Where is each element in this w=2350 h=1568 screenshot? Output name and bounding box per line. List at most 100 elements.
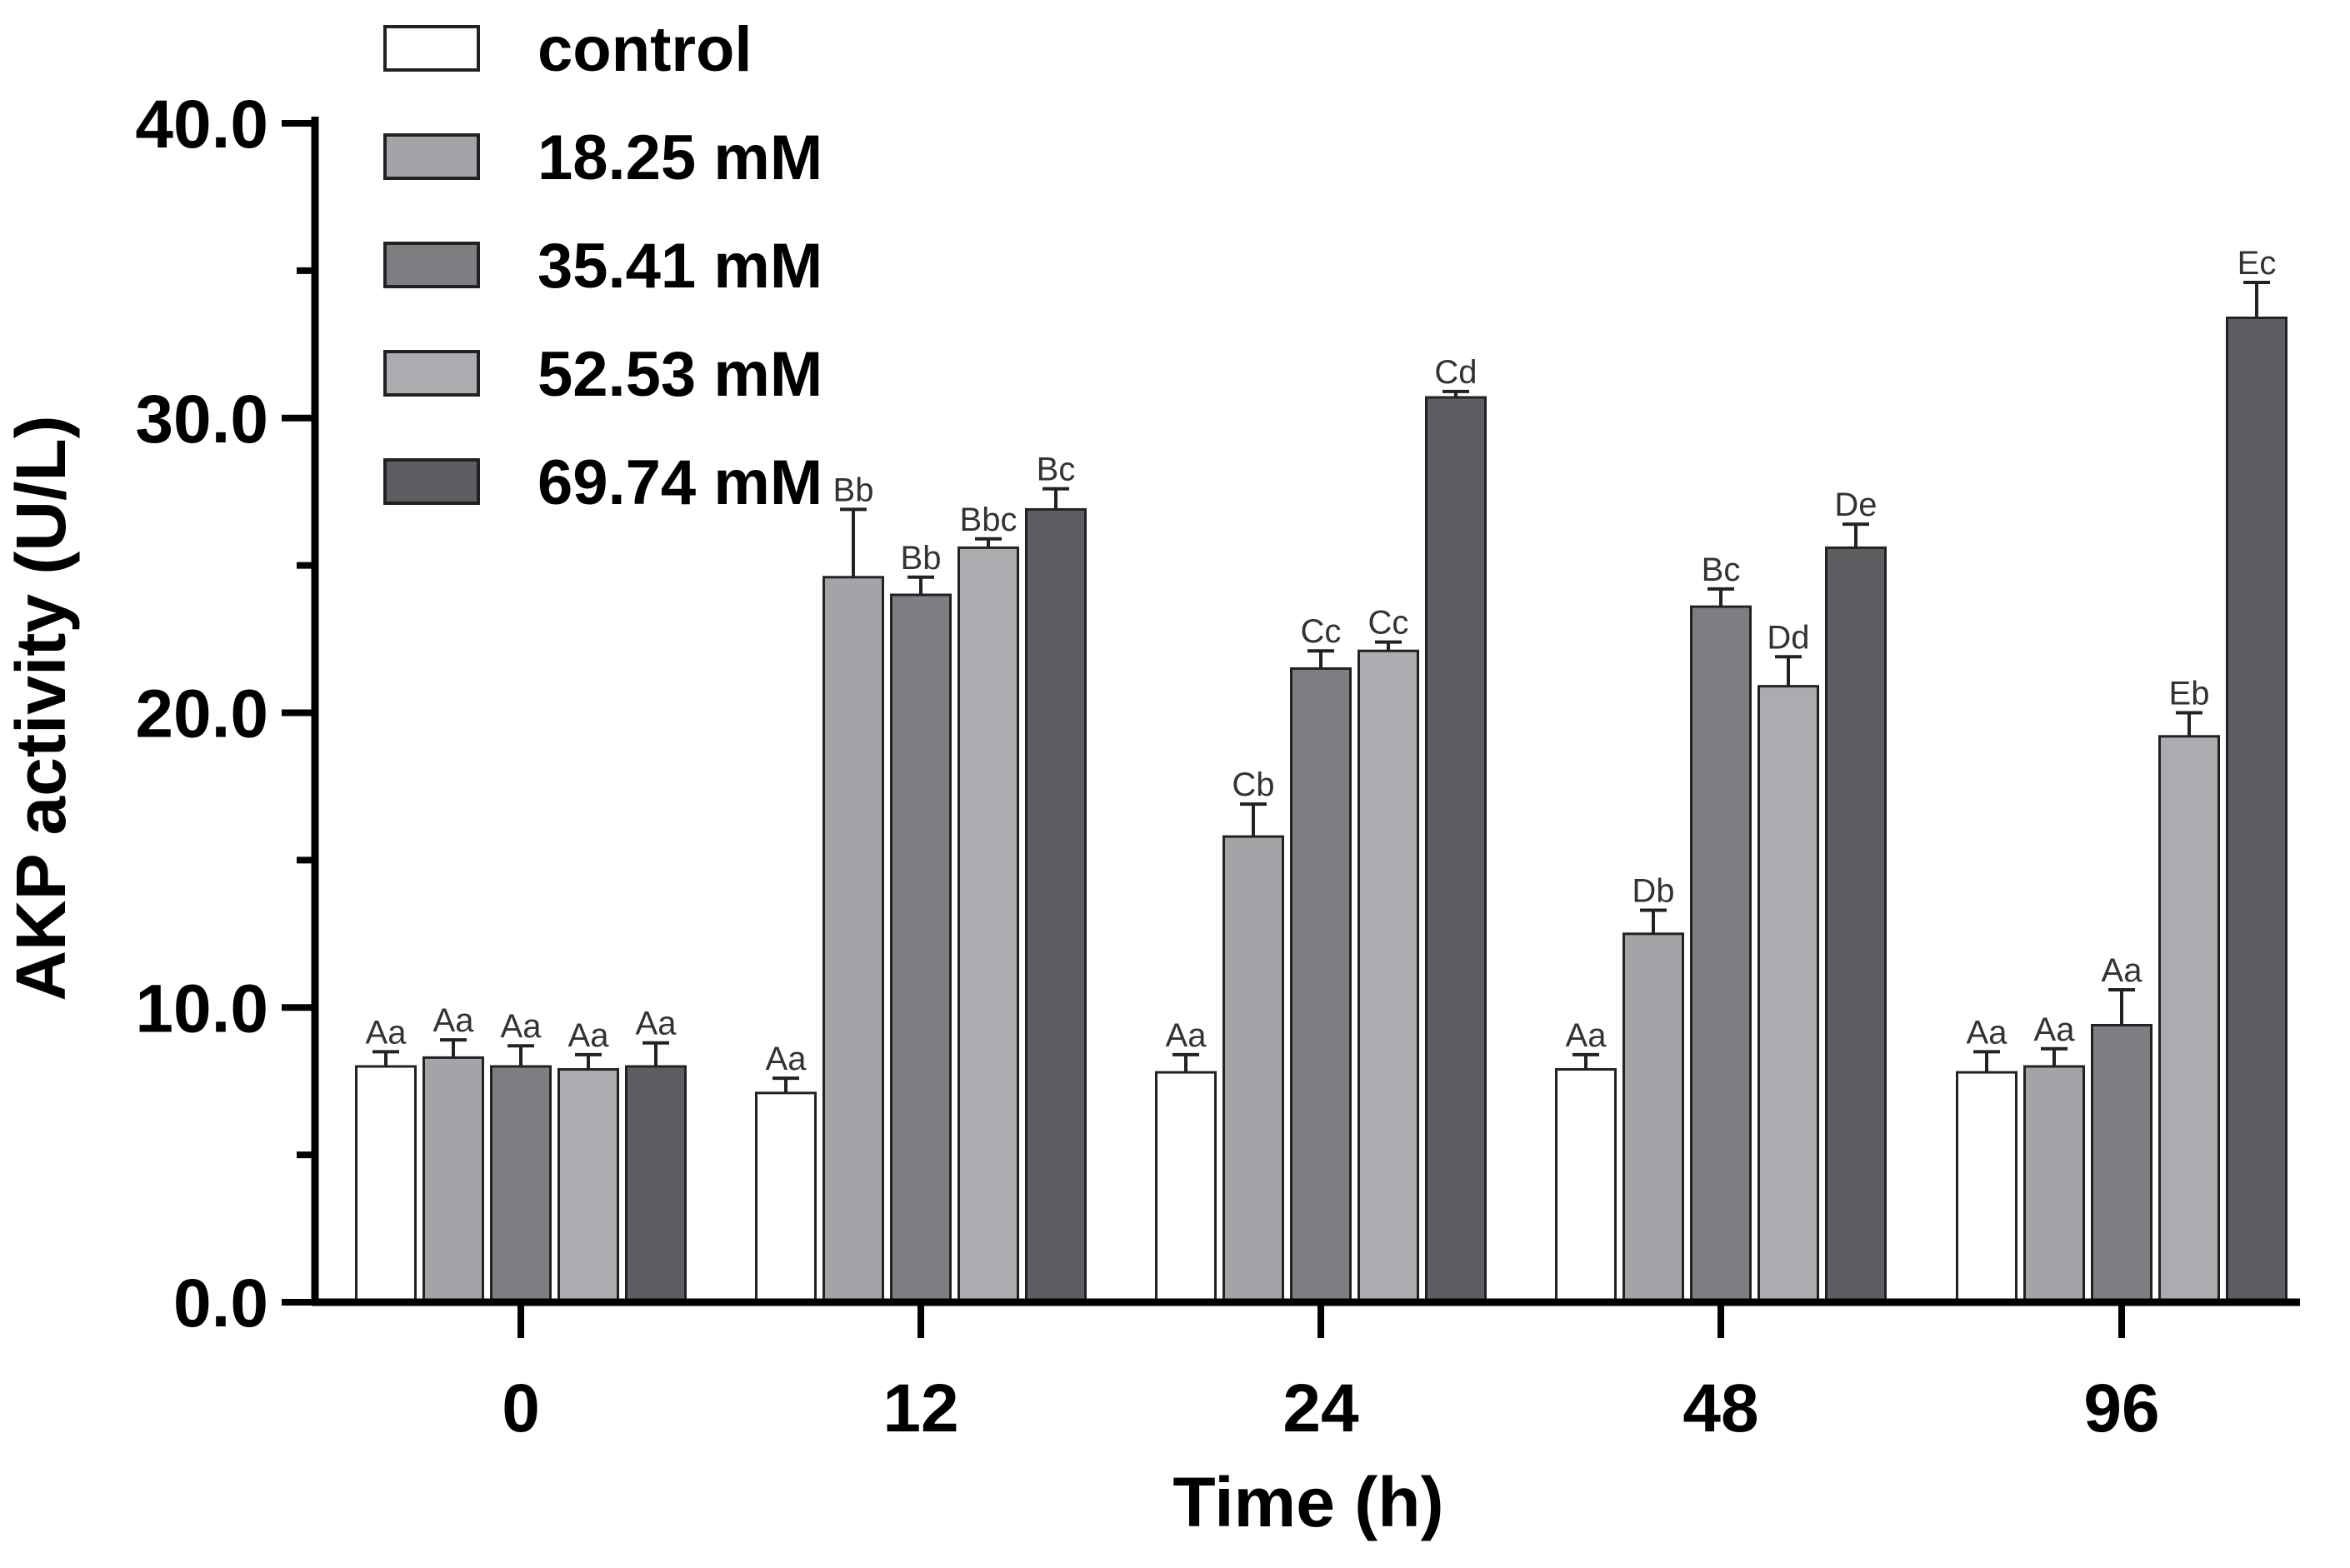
bar [1956, 1071, 2018, 1304]
x-tick-label: 48 [1682, 1371, 1758, 1446]
significance-label: Bc [1037, 452, 1076, 488]
significance-label: Cd [1434, 354, 1477, 391]
significance-label: Aa [2102, 952, 2143, 989]
error-bar [1973, 1050, 2000, 1073]
error-bar [908, 575, 934, 595]
significance-label: Aa [366, 1014, 408, 1051]
bar [822, 576, 884, 1304]
significance-label: Aa [1166, 1017, 1208, 1054]
legend-swatch [383, 458, 480, 505]
legend-label: 52.53 mM [538, 339, 822, 410]
legend-label: 69.74 mM [538, 447, 822, 518]
error-bar [840, 507, 867, 577]
error-bar [1442, 389, 1469, 397]
error-bar [1042, 487, 1069, 510]
legend-item: 69.74 mM [383, 447, 822, 518]
bar [1555, 1068, 1617, 1304]
x-axis-title: Time (h) [1172, 1463, 1443, 1541]
legend-item: 35.41 mM [383, 231, 822, 302]
bar [490, 1065, 552, 1304]
significance-label: Aa [501, 1008, 542, 1045]
legend-item: 18.25 mM [383, 122, 822, 193]
bar [422, 1056, 484, 1304]
error-bar [1708, 587, 1734, 607]
significance-label: Aa [433, 1002, 475, 1039]
error-bar [1842, 522, 1869, 548]
y-tick-label: 0.0 [173, 1266, 268, 1341]
significance-label: Dd [1767, 619, 1809, 656]
error-bar [2108, 988, 2135, 1026]
legend-label: control [538, 14, 752, 85]
bar [2158, 735, 2220, 1304]
significance-label: Aa [1967, 1014, 2008, 1051]
significance-label: Bb [833, 472, 874, 508]
x-tick-label: 0 [502, 1371, 540, 1446]
legend-swatch [383, 133, 480, 180]
bar [755, 1091, 817, 1304]
x-tick-label: 96 [2083, 1371, 2159, 1446]
bar [958, 546, 1019, 1304]
bar [1622, 932, 1684, 1304]
error-bar [2041, 1046, 2068, 1066]
significance-label: Cb [1232, 767, 1274, 803]
error-bar [1375, 640, 1402, 652]
legend-swatch [383, 350, 480, 397]
error-bar [1308, 649, 1334, 669]
error-bar [642, 1041, 669, 1066]
bar [1690, 605, 1752, 1304]
significance-label: Bb [901, 540, 942, 577]
significance-label: Cc [1301, 613, 1342, 650]
y-tick-label: 30.0 [135, 382, 268, 457]
bar [1155, 1071, 1217, 1304]
significance-label: De [1834, 487, 1877, 523]
y-axis-title: AKP activity (U/L) [2, 415, 80, 1001]
bar [625, 1065, 687, 1304]
legend-item: 52.53 mM [383, 339, 822, 410]
error-bar [508, 1044, 534, 1066]
error-bar [1572, 1052, 1599, 1070]
significance-label: Bc [1702, 552, 1741, 588]
legend: control 18.25 mM 35.41 mM 52.53 mM 69.74 mM [383, 14, 822, 518]
error-bar [372, 1050, 399, 1066]
bar [1425, 396, 1487, 1304]
bars-layer: Aa Aa Aa Aa Aa Aa Bb Bb Bbc Bc Aa Cb Cc Cc Cd Aa Db Bc Dd D… [355, 245, 2288, 1304]
legend-swatch [383, 242, 480, 288]
y-tick-label: 20.0 [135, 677, 268, 752]
error-bar [1240, 802, 1267, 837]
bar-group: Aa Db Bc Dd De [1555, 487, 1887, 1304]
error-bar [575, 1052, 602, 1070]
bar [1025, 507, 1087, 1304]
error-bar [1640, 908, 1667, 934]
bar [355, 1065, 417, 1304]
bar [1758, 685, 1819, 1304]
error-bar [2243, 281, 2270, 318]
significance-label: Eb [2169, 676, 2210, 712]
error-bar [975, 537, 1002, 548]
bar-group: Aa Aa Aa Aa Aa [355, 1002, 687, 1304]
x-ticks: 0 12 24 48 96 [502, 1302, 2160, 1446]
significance-label: Aa [1566, 1017, 1608, 1054]
bar [558, 1068, 619, 1304]
bar [1358, 649, 1419, 1304]
bar [1222, 835, 1284, 1304]
bar [2023, 1065, 2085, 1304]
error-bar [1172, 1052, 1199, 1073]
bar [2091, 1023, 2152, 1304]
significance-label: Aa [636, 1006, 678, 1042]
bar-group: Aa Cb Cc Cc Cd [1155, 354, 1487, 1304]
significance-label: Bbc [960, 502, 1018, 538]
error-bar [772, 1076, 799, 1093]
error-bar [1775, 655, 1802, 687]
significance-label: Cc [1368, 605, 1409, 642]
legend-swatch [383, 25, 480, 72]
legend-label: 35.41 mM [538, 231, 822, 302]
significance-label: Aa [766, 1041, 808, 1077]
significance-label: Ec [2238, 245, 2277, 282]
legend-label: 18.25 mM [538, 122, 822, 193]
error-bar [440, 1038, 467, 1058]
significance-label: Aa [2034, 1011, 2076, 1048]
legend-item: control [383, 14, 752, 85]
y-ticks: 0.0 10.0 20.0 30.0 40.0 [135, 87, 315, 1341]
bar [1290, 667, 1352, 1304]
